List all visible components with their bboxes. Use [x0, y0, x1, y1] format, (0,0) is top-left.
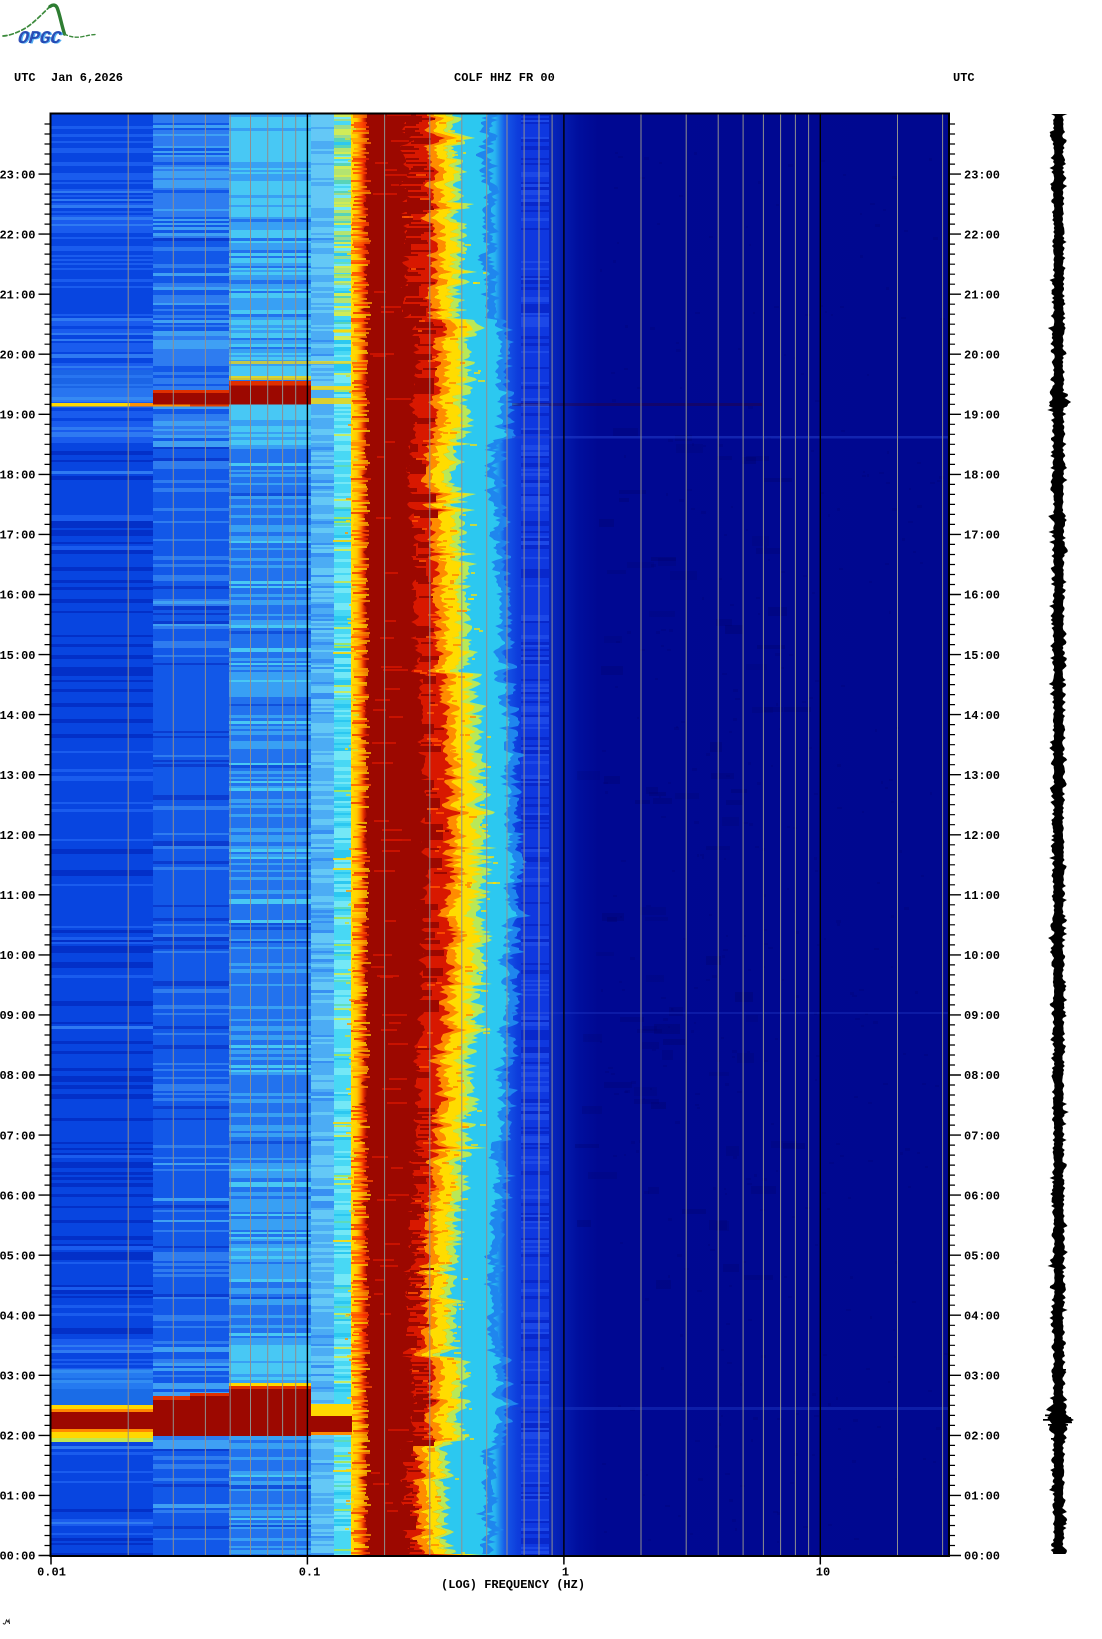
svg-text:01:00: 01:00 — [0, 1490, 36, 1504]
svg-text:10:00: 10:00 — [964, 949, 1000, 963]
svg-text:05:00: 05:00 — [964, 1249, 1000, 1263]
svg-text:14:00: 14:00 — [964, 709, 1000, 723]
svg-text:02:00: 02:00 — [0, 1430, 36, 1444]
svg-text:07:00: 07:00 — [964, 1129, 1000, 1143]
svg-text:07:00: 07:00 — [0, 1129, 36, 1143]
svg-text:05:00: 05:00 — [0, 1249, 36, 1263]
svg-text:00:00: 00:00 — [0, 1550, 36, 1564]
svg-text:09:00: 09:00 — [0, 1009, 36, 1023]
svg-text:10:00: 10:00 — [0, 949, 36, 963]
svg-text:11:00: 11:00 — [964, 889, 1000, 903]
svg-text:09:00: 09:00 — [964, 1009, 1000, 1023]
svg-text:04:00: 04:00 — [964, 1310, 1000, 1324]
svg-text:06:00: 06:00 — [0, 1189, 36, 1203]
svg-text:08:00: 08:00 — [0, 1069, 36, 1083]
svg-text:15:00: 15:00 — [964, 649, 1000, 663]
svg-text:14:00: 14:00 — [0, 709, 36, 723]
svg-text:12:00: 12:00 — [0, 829, 36, 843]
svg-text:08:00: 08:00 — [964, 1069, 1000, 1083]
svg-text:01:00: 01:00 — [964, 1490, 1000, 1504]
svg-text:12:00: 12:00 — [964, 829, 1000, 843]
svg-text:11:00: 11:00 — [0, 889, 36, 903]
svg-text:13:00: 13:00 — [964, 769, 1000, 783]
svg-text:02:00: 02:00 — [964, 1430, 1000, 1444]
svg-text:04:00: 04:00 — [0, 1310, 36, 1324]
svg-text:13:00: 13:00 — [0, 769, 36, 783]
svg-text:06:00: 06:00 — [964, 1189, 1000, 1203]
svg-text:00:00: 00:00 — [964, 1550, 1000, 1564]
svg-text:03:00: 03:00 — [964, 1370, 1000, 1384]
svg-text:15:00: 15:00 — [0, 649, 36, 663]
svg-text:03:00: 03:00 — [0, 1370, 36, 1384]
